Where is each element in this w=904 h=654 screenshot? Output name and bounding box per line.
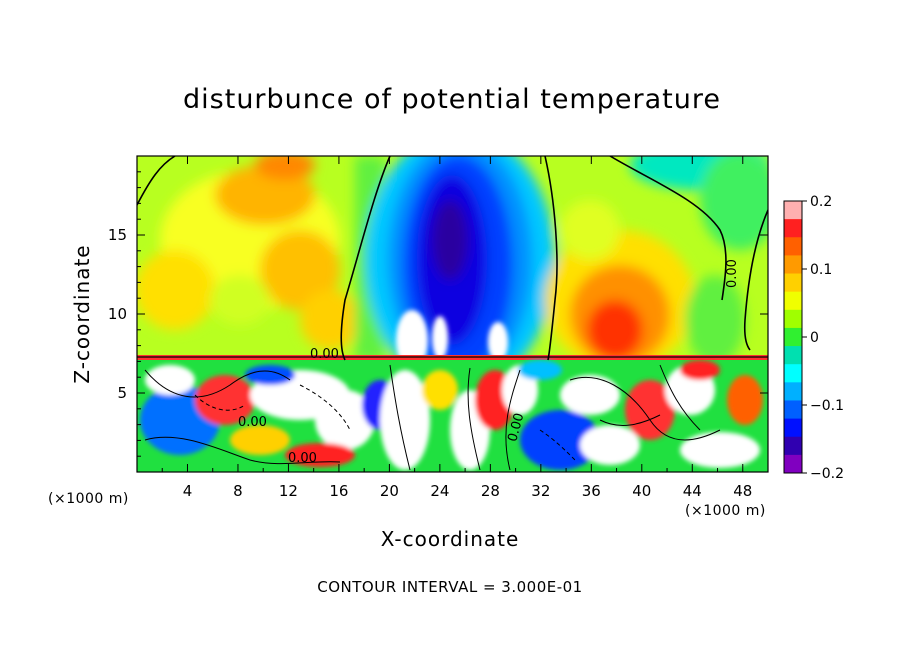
y-axis-label: Z-coordinate [70,244,94,384]
colorbar-tick-label: 0.1 [810,262,832,278]
contour-label: 0.00 [725,259,740,288]
x-tick-label: 20 [380,482,399,500]
colorbar-swatch [784,273,802,293]
x-tick-label: 28 [481,482,500,500]
x-tick-label: 44 [683,482,702,500]
y-tick-label: 10 [108,305,127,323]
colorbar-tick-label: −0.1 [810,398,844,414]
x-axis-ticks: 4 8 12 16 20 24 28 32 36 40 44 48 [161,156,752,500]
x-tick-label: 24 [430,482,449,500]
x-tick-label: 36 [582,482,601,500]
x-tick-label: 4 [183,482,193,500]
contour-label: 0.00 [238,415,267,430]
contour-label: 0.00 [505,412,527,444]
y-tick-label: 15 [108,226,127,244]
lower-contours [144,364,721,471]
zero-contours [137,156,768,361]
x-tick-label: 32 [531,482,550,500]
y-unit-label: (×1000 m) [48,491,129,507]
contour-interval-note: CONTOUR INTERVAL = 3.000E-01 [317,578,583,596]
contour-label: 0.00 [288,451,317,466]
x-tick-label: 40 [632,482,651,500]
contour-labels: 0.00 0.00 0.00 0.00 0.00 [238,259,740,466]
colorbar-swatch [784,400,802,420]
colorbar: 0.2 0.1 0 −0.1 −0.2 [783,194,844,482]
colorbar-swatch [784,364,802,383]
x-unit-label: (×1000 m) [685,503,766,519]
heatmap-field [137,156,768,472]
x-tick-label: 8 [233,482,243,500]
colorbar-swatch [784,436,802,456]
x-axis-label: X-coordinate [380,527,520,551]
colorbar-swatch [784,255,802,275]
colorbar-tick-label: 0 [810,330,819,346]
colorbar-swatch [784,237,802,256]
colorbar-swatch [784,309,802,329]
x-tick-label: 16 [329,482,348,500]
colorbar-swatch [784,382,802,401]
x-tick-label: 48 [733,482,752,500]
contour-label: 0.00 [310,347,339,362]
colorbar-swatch [784,454,802,474]
colorbar-swatch [784,346,802,365]
colorbar-swatch [784,418,802,438]
y-axis-ticks: 5 10 15 [108,171,768,457]
colorbar-swatch [784,201,802,220]
chart-title: disturbunce of potential temperature [183,84,721,115]
colorbar-swatch [784,291,802,311]
colorbar-tick-label: 0.2 [810,194,832,210]
y-tick-label: 5 [117,384,127,402]
colorbar-tick-label: −0.2 [810,466,844,482]
colorbar-swatch [784,219,802,238]
x-tick-label: 12 [279,482,298,500]
colorbar-swatch [784,327,802,347]
